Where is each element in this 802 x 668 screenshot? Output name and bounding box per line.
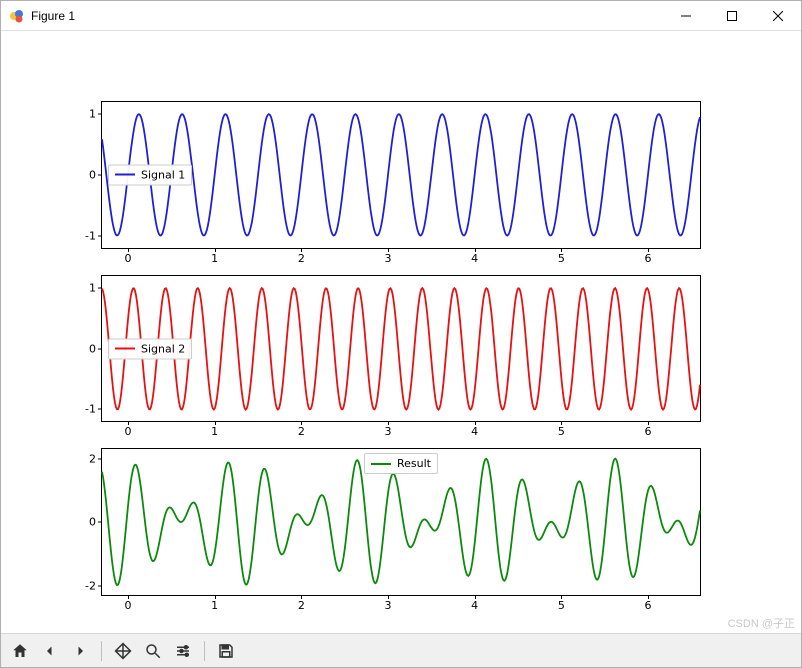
legend-swatch	[115, 348, 135, 350]
back-button[interactable]	[37, 638, 63, 664]
window-title: Figure 1	[31, 9, 663, 23]
configure-button[interactable]	[170, 638, 196, 664]
zoom-button[interactable]	[140, 638, 166, 664]
nav-toolbar	[1, 633, 801, 667]
pan-button[interactable]	[110, 638, 136, 664]
legend-signal1: Signal 1	[108, 164, 192, 185]
subplot-stack: Signal 1 -1010123456 Signal 2 -101012345…	[101, 101, 701, 596]
legend-result: Result	[364, 453, 438, 474]
watermark-text: CSDN @子正	[728, 615, 795, 631]
home-button[interactable]	[7, 638, 33, 664]
figure-canvas: Signal 1 -1010123456 Signal 2 -101012345…	[1, 31, 801, 633]
legend-swatch	[115, 174, 135, 176]
maximize-button[interactable]	[709, 1, 755, 31]
legend-signal2: Signal 2	[108, 338, 192, 359]
close-button[interactable]	[755, 1, 801, 31]
legend-swatch	[371, 463, 391, 465]
subplot-signal1: Signal 1 -1010123456	[101, 101, 701, 249]
forward-button[interactable]	[67, 638, 93, 664]
window-titlebar: Figure 1	[1, 1, 801, 31]
toolbar-separator	[101, 641, 102, 661]
minimize-button[interactable]	[663, 1, 709, 31]
legend-label: Result	[397, 457, 431, 470]
app-icon	[9, 8, 25, 24]
legend-label: Signal 2	[141, 342, 185, 355]
toolbar-separator	[204, 641, 205, 661]
subplot-signal2: Signal 2 -1010123456	[101, 275, 701, 423]
save-button[interactable]	[213, 638, 239, 664]
legend-label: Signal 1	[141, 168, 185, 181]
subplot-result: Result -2020123456	[101, 448, 701, 596]
